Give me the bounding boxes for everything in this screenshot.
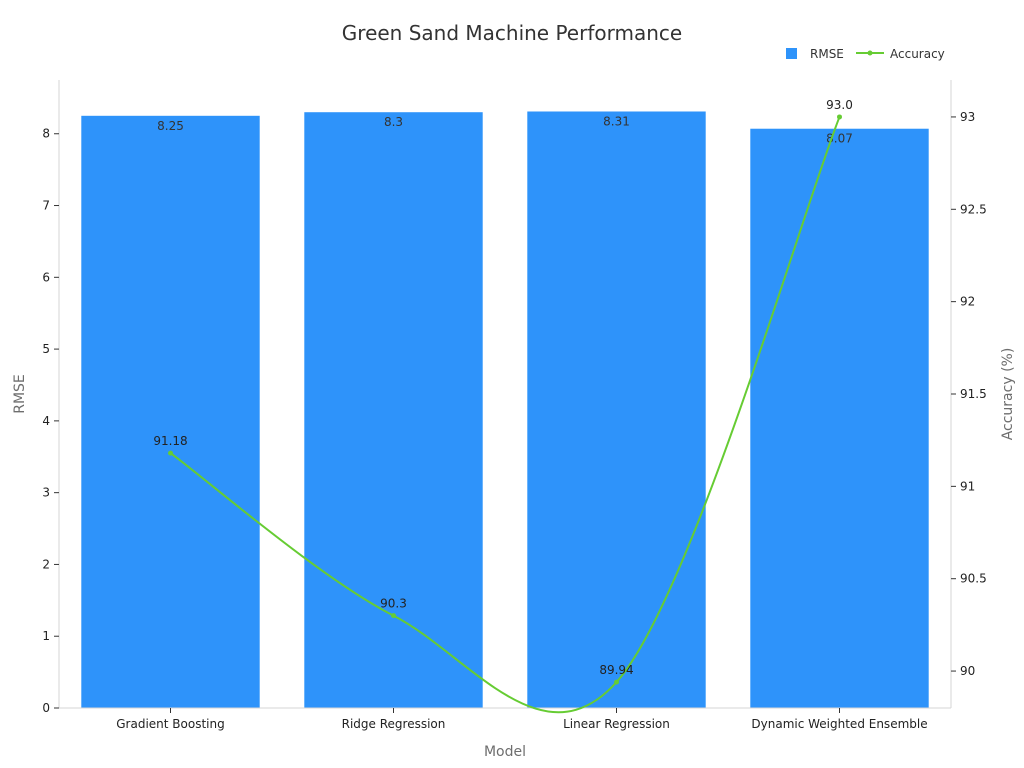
bars-group: [81, 111, 929, 709]
bar-rmse-2: [304, 112, 483, 708]
bar-label-rmse-2: 8.3: [384, 115, 403, 129]
accuracy-point-1: [168, 450, 173, 456]
left-tick-label-3: 3: [42, 486, 50, 500]
chart-title: Green Sand Machine Performance: [342, 21, 682, 45]
legend-swatch-accuracy-marker: [867, 50, 873, 56]
legend-swatch-rmse: [786, 48, 797, 59]
x-tick-label-1: Gradient Boosting: [116, 717, 224, 731]
right-tick-label-5: 92.5: [960, 202, 987, 216]
accuracy-point-4: [837, 114, 842, 120]
left-tick-label-8: 8: [42, 127, 50, 141]
x-axis-title: Model: [484, 744, 526, 760]
accuracy-point-2: [391, 613, 396, 619]
x-ticks-group: Gradient Boosting Ridge Regression Linear …: [116, 708, 928, 731]
legend: RMSE Accuracy: [786, 47, 945, 61]
x-tick-label-2: Ridge Regression: [342, 717, 446, 731]
accuracy-label-3: 89.94: [599, 663, 633, 677]
left-tick-label-6: 6: [42, 270, 50, 284]
accuracy-line: [169, 116, 841, 714]
x-tick-label-3: Linear Regression: [563, 717, 670, 731]
accuracy-label-4: 93.0: [826, 98, 853, 112]
right-tick-label-2: 91: [960, 479, 975, 493]
left-tick-label-4: 4: [42, 414, 50, 428]
bar-label-rmse-1: 8.25: [157, 119, 184, 133]
bar-label-rmse-3: 8.31: [603, 114, 630, 128]
legend-label-accuracy: Accuracy: [890, 47, 945, 61]
bar-rmse-3: [527, 111, 706, 709]
accuracy-labels-group: 91.18 90.3 89.94 93.0: [153, 98, 853, 677]
bar-labels-group: 8.25 8.3 8.318.07: [157, 114, 853, 145]
left-tick-label-1: 1: [42, 629, 50, 643]
right-axis-title: Accuracy (%): [1000, 348, 1016, 441]
x-tick-label-4: Dynamic Weighted Ensemble: [751, 717, 927, 731]
right-ticks-group: 90 90.5 91 91.5 92 92.5 93: [951, 110, 987, 678]
left-tick-label-0: 0: [42, 701, 50, 715]
right-tick-label-0: 90: [960, 664, 975, 678]
bar-rmse-4: [750, 128, 929, 708]
right-tick-label-6: 93: [960, 110, 975, 124]
accuracy-label-2: 90.3: [380, 597, 407, 611]
bar-rmse-1: [81, 115, 260, 708]
accuracy-points-group: [168, 114, 842, 685]
left-tick-label-5: 5: [42, 342, 50, 356]
accuracy-point-3: [614, 679, 619, 685]
right-tick-label-4: 92: [960, 295, 975, 309]
right-tick-label-1: 90.5: [960, 572, 987, 586]
legend-label-rmse: RMSE: [810, 47, 844, 61]
left-tick-label-7: 7: [42, 199, 50, 213]
accuracy-label-1: 91.18: [153, 434, 187, 448]
left-ticks-group: 0 1 2 3 4 5 6 7 8: [42, 127, 59, 715]
right-tick-label-3: 91.5: [960, 387, 987, 401]
left-tick-label-2: 2: [42, 557, 50, 571]
left-axis-title: RMSE: [12, 374, 28, 414]
